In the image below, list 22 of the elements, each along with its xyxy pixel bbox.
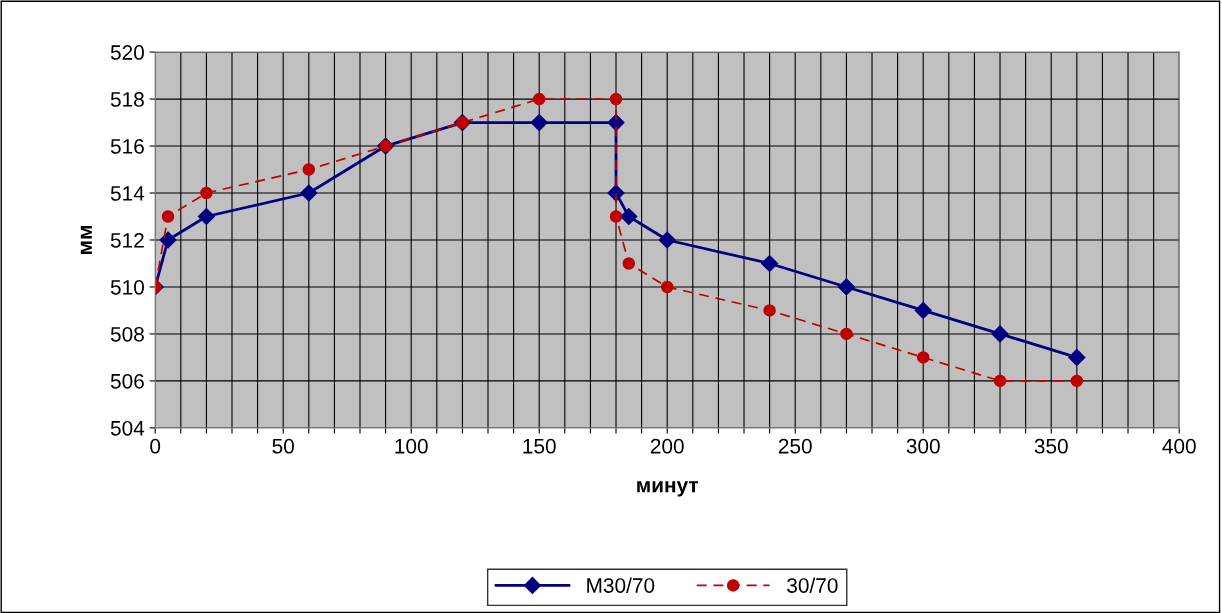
y-tick-label: 514 (110, 186, 145, 201)
legend-label: 30/70 (787, 577, 838, 593)
x-tick-label: 250 (778, 438, 812, 454)
y-tick-label: 504 (110, 420, 145, 436)
y-tick-label: 520 (110, 45, 144, 60)
y-tick-label: 506 (110, 373, 144, 389)
legend-label: M30/70 (587, 577, 655, 593)
y-tick-label: 516 (110, 139, 144, 154)
x-tick-label: 200 (650, 438, 684, 454)
x-tick-label: 0 (150, 438, 161, 454)
x-tick-label: 350 (1034, 438, 1068, 454)
y-tick-label: 512 (110, 232, 144, 248)
y-axis-title: мм (80, 226, 92, 254)
x-tick-label: 300 (906, 438, 940, 454)
x-tick-label: 400 (1162, 438, 1196, 454)
y-tick-label: 518 (110, 92, 144, 107)
x-axis-title: минут (637, 481, 699, 497)
x-tick-label: 50 (272, 438, 294, 454)
y-tick-label: 510 (110, 279, 144, 295)
y-tick-label: 508 (110, 326, 144, 342)
x-tick-label: 150 (523, 438, 556, 454)
x-tick-label: 100 (395, 438, 428, 454)
